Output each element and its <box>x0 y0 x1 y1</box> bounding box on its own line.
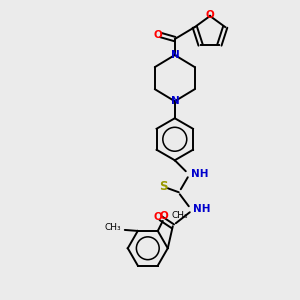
Text: CH₃: CH₃ <box>104 224 121 232</box>
Text: S: S <box>160 180 168 193</box>
Text: NH: NH <box>193 204 210 214</box>
Text: O: O <box>159 211 168 221</box>
Text: O: O <box>153 212 162 222</box>
Text: O: O <box>153 30 162 40</box>
Text: NH: NH <box>191 169 208 179</box>
Text: CH₃: CH₃ <box>172 212 188 220</box>
Text: O: O <box>206 10 214 20</box>
Text: N: N <box>171 50 180 60</box>
Text: N: N <box>171 96 180 106</box>
